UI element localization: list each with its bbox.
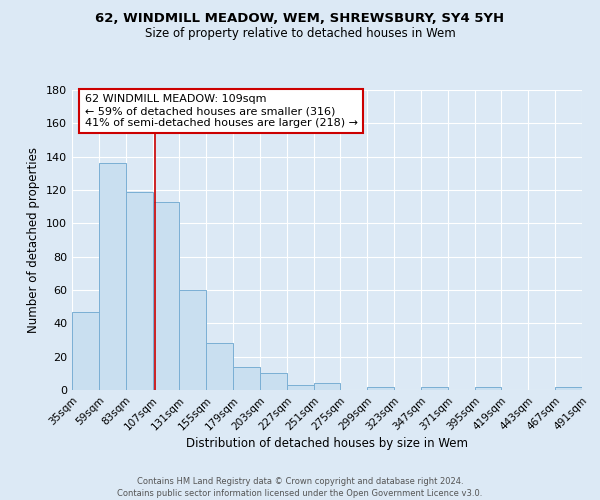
Bar xyxy=(233,366,260,390)
Bar xyxy=(179,290,206,390)
Bar xyxy=(475,386,502,390)
Y-axis label: Number of detached properties: Number of detached properties xyxy=(28,147,40,333)
Text: 62, WINDMILL MEADOW, WEM, SHREWSBURY, SY4 5YH: 62, WINDMILL MEADOW, WEM, SHREWSBURY, SY… xyxy=(95,12,505,26)
Bar xyxy=(367,386,394,390)
Bar xyxy=(99,164,125,390)
Text: Contains HM Land Registry data © Crown copyright and database right 2024.: Contains HM Land Registry data © Crown c… xyxy=(137,478,463,486)
Bar xyxy=(287,385,314,390)
Bar xyxy=(125,192,152,390)
Text: Size of property relative to detached houses in Wem: Size of property relative to detached ho… xyxy=(145,28,455,40)
X-axis label: Distribution of detached houses by size in Wem: Distribution of detached houses by size … xyxy=(186,438,468,450)
Text: 62 WINDMILL MEADOW: 109sqm
← 59% of detached houses are smaller (316)
41% of sem: 62 WINDMILL MEADOW: 109sqm ← 59% of deta… xyxy=(85,94,358,128)
Bar xyxy=(152,202,179,390)
Bar xyxy=(260,374,287,390)
Text: Contains public sector information licensed under the Open Government Licence v3: Contains public sector information licen… xyxy=(118,489,482,498)
Bar xyxy=(314,384,340,390)
Bar xyxy=(555,386,582,390)
Bar xyxy=(206,344,233,390)
Bar xyxy=(72,312,99,390)
Bar xyxy=(421,386,448,390)
